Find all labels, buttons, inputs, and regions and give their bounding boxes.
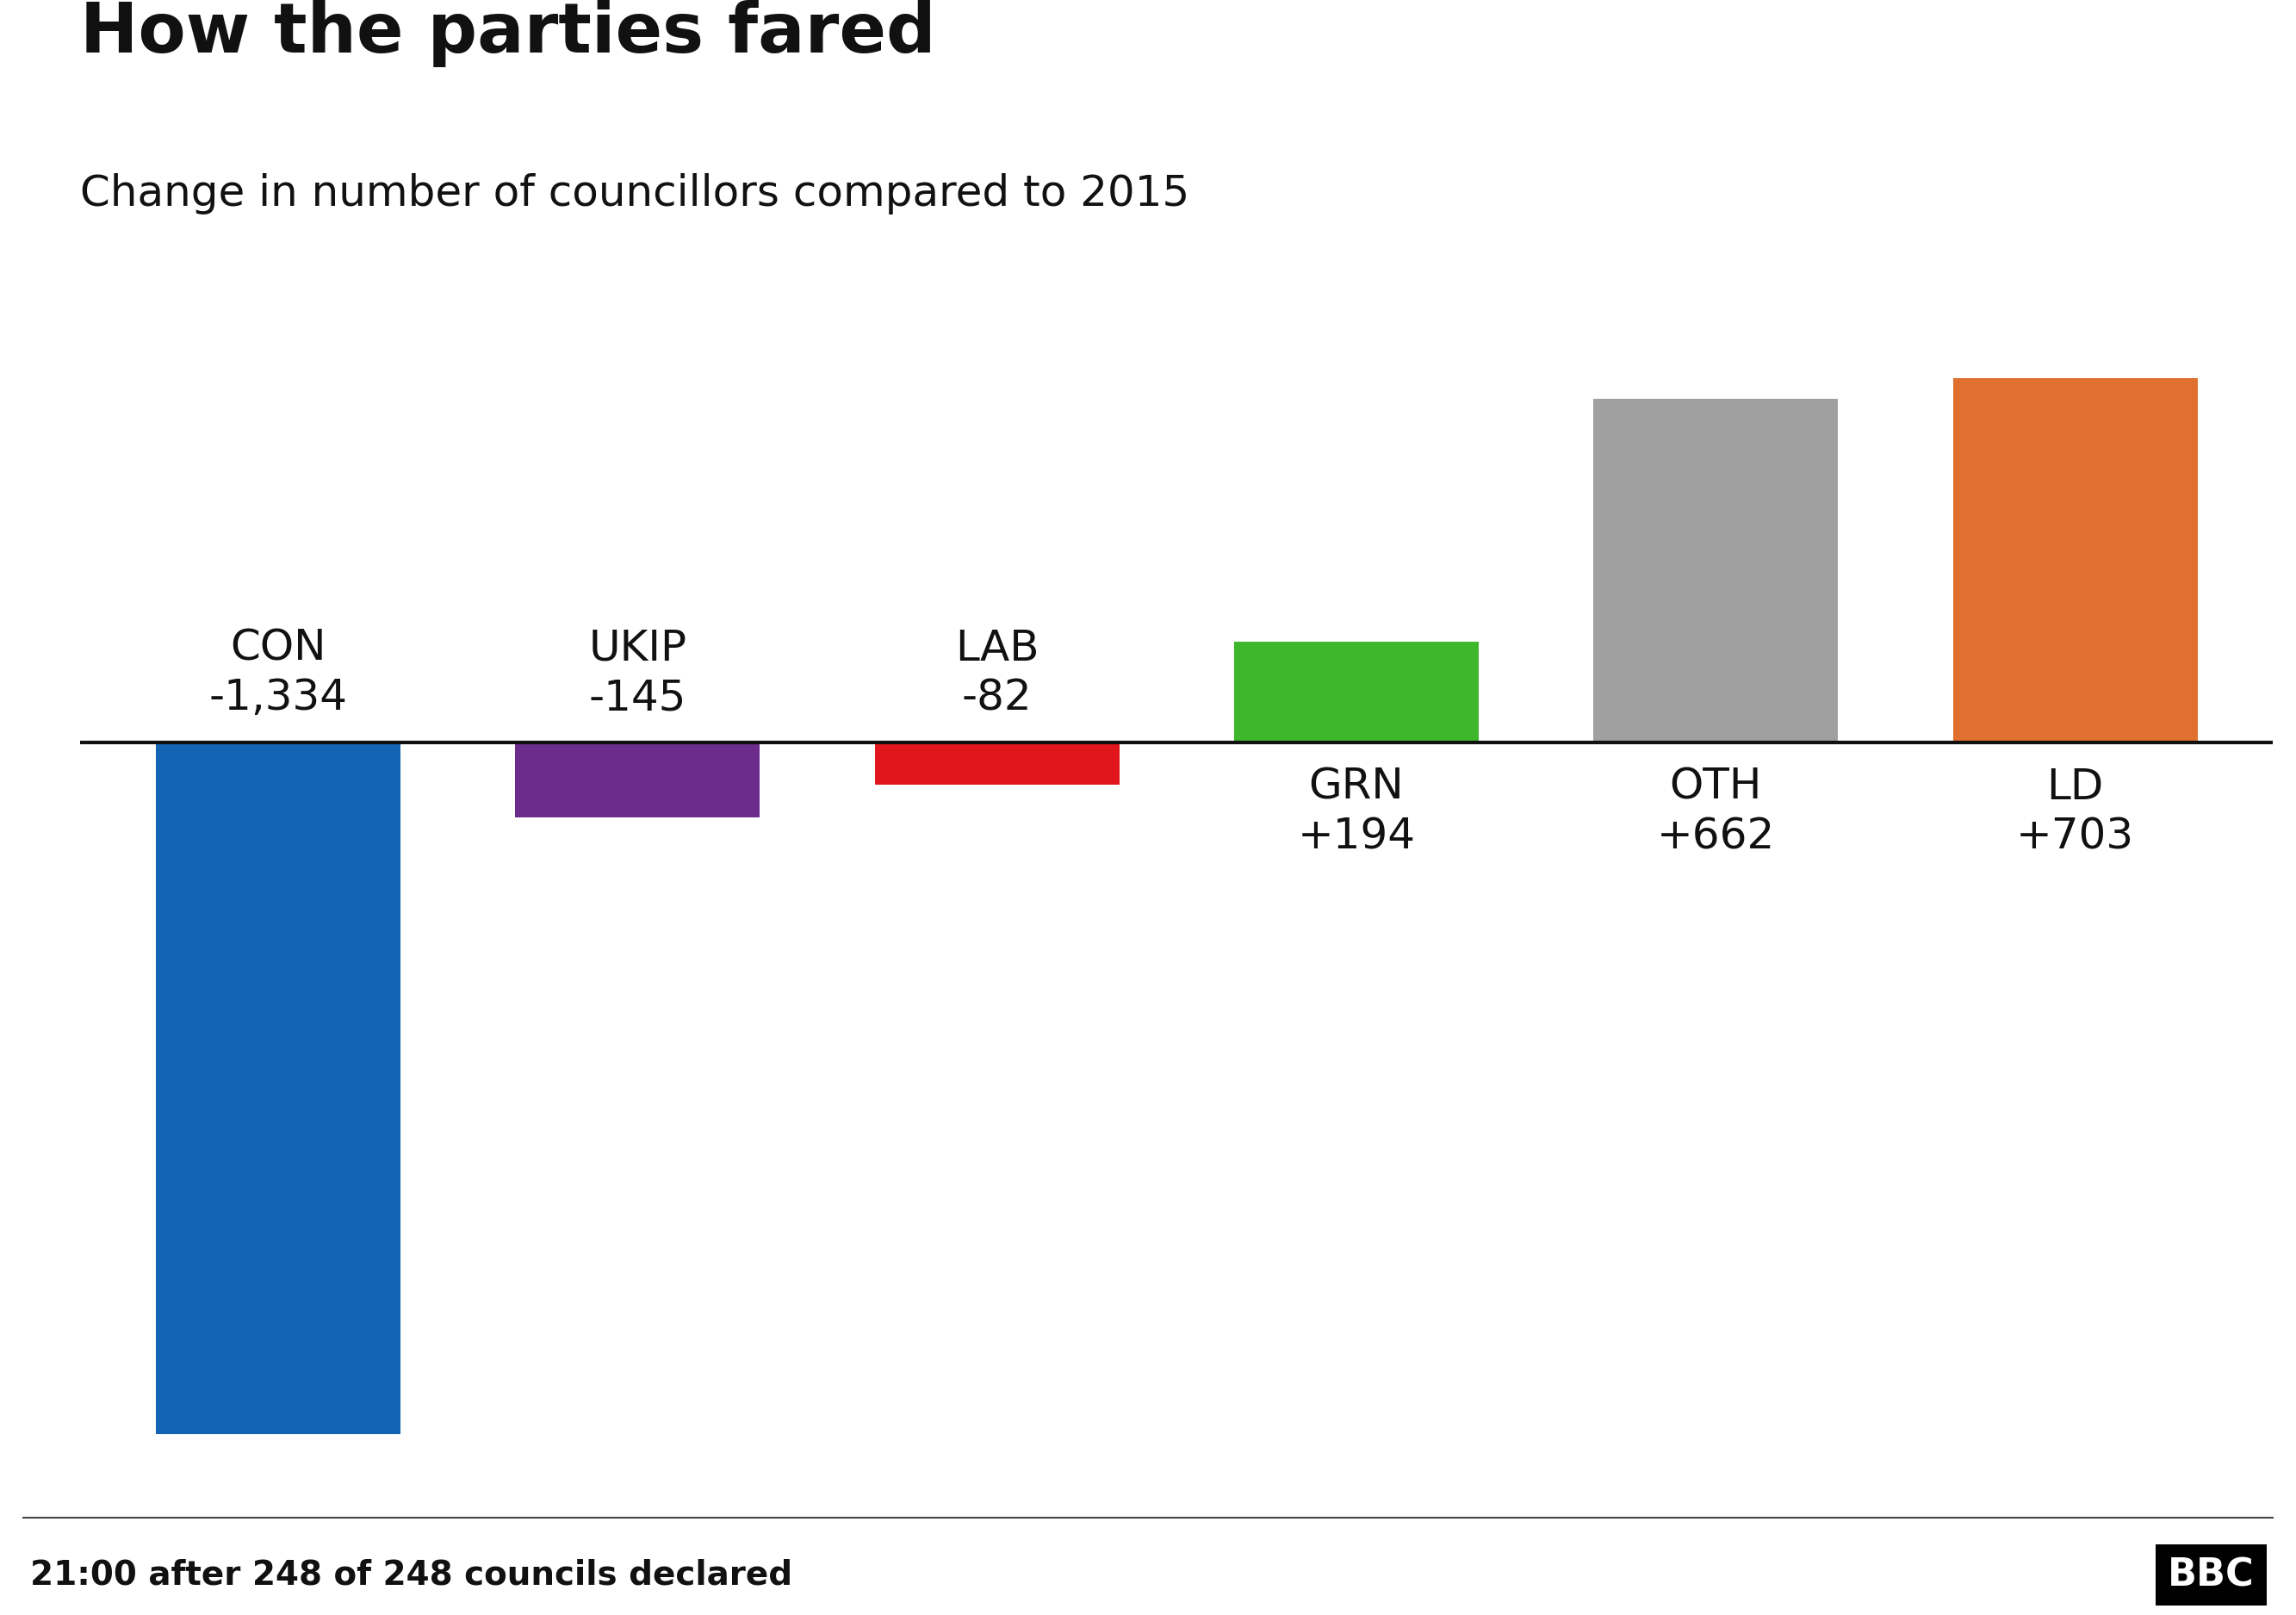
Bar: [514, 743, 760, 817]
Text: How the parties fared: How the parties fared: [80, 0, 937, 68]
Text: UKIP
-145: UKIP -145: [588, 628, 687, 719]
Bar: [875, 743, 1118, 785]
Text: Change in number of councillors compared to 2015: Change in number of councillors compared…: [80, 173, 1189, 215]
Bar: [156, 743, 400, 1434]
Bar: [1954, 378, 2197, 743]
Text: OTH
+662: OTH +662: [1658, 767, 1775, 858]
Bar: [1593, 399, 1839, 743]
Text: CON
-1,334: CON -1,334: [209, 628, 347, 719]
Text: BBC: BBC: [2167, 1557, 2255, 1594]
Text: GRN
+194: GRN +194: [1297, 767, 1414, 858]
Text: LAB
-82: LAB -82: [955, 628, 1040, 719]
Text: 21:00 after 248 of 248 councils declared: 21:00 after 248 of 248 councils declared: [30, 1558, 792, 1591]
Text: LD
+703: LD +703: [2016, 767, 2135, 858]
Bar: [1235, 641, 1479, 743]
